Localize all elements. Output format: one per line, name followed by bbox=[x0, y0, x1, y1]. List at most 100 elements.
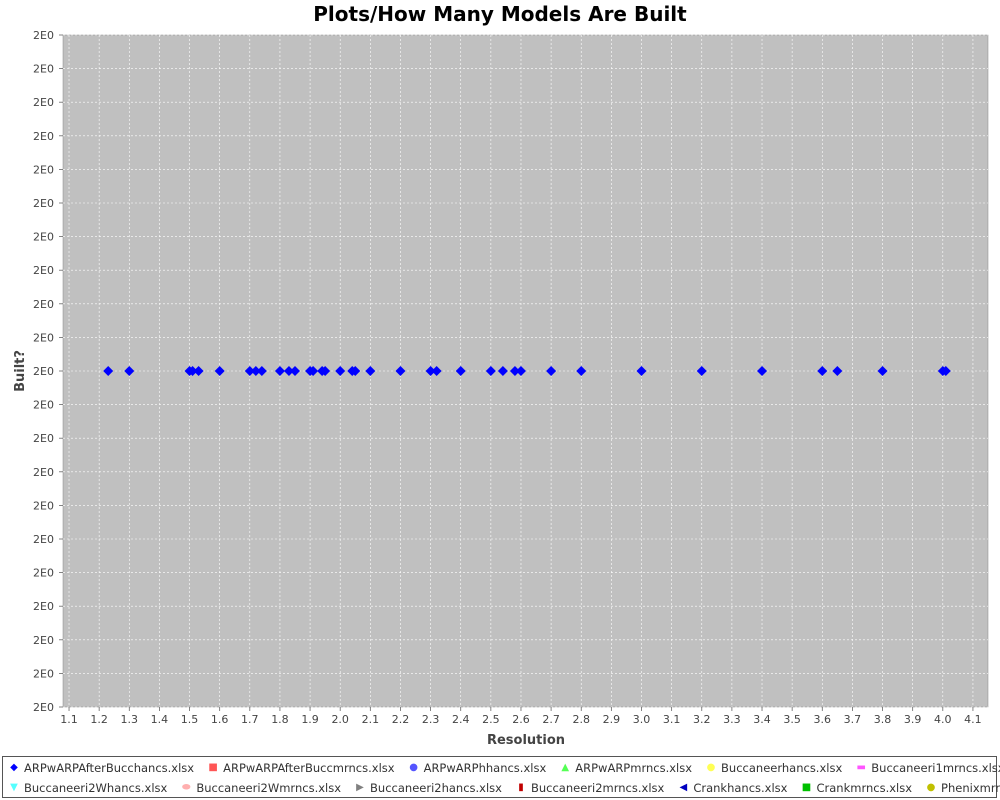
y-tick-label: 2E0 bbox=[33, 197, 54, 210]
x-tick-label: 2.6 bbox=[512, 713, 530, 726]
y-tick-label: 2E0 bbox=[33, 29, 54, 42]
y-tick-label: 2E0 bbox=[33, 264, 54, 277]
y-tick-label: 2E0 bbox=[33, 365, 54, 378]
y-tick-label: 2E0 bbox=[33, 600, 54, 613]
data-point bbox=[940, 366, 951, 376]
x-tick-label: 1.9 bbox=[301, 713, 319, 726]
data-point bbox=[817, 366, 828, 376]
y-tick-label: 2E0 bbox=[33, 667, 54, 680]
legend-row: ▼ Buccaneeri2Whancs.xlsx ⬬ Buccaneeri2Wmrnc… bbox=[3, 778, 1000, 798]
x-tick-label: 1.1 bbox=[60, 713, 78, 726]
chart-legend: ◆ ARPwARPAfterBucchancs.xlsx ■ ARPwARPAfter… bbox=[2, 756, 1000, 798]
legend-marker-icon: ▼ bbox=[10, 782, 18, 793]
x-tick-label: 2.3 bbox=[422, 713, 440, 726]
data-point bbox=[103, 366, 114, 376]
data-point bbox=[244, 366, 255, 376]
x-tick-label: 1.7 bbox=[241, 713, 259, 726]
data-point bbox=[455, 366, 466, 376]
x-tick-label: 2.4 bbox=[452, 713, 470, 726]
legend-marker-icon: ▲ bbox=[561, 762, 570, 773]
data-point bbox=[308, 366, 319, 376]
legend-item: ■ Crankmrncs.xlsx bbox=[801, 781, 912, 795]
data-points bbox=[103, 366, 951, 376]
legend-item: ● Phenixmrncs.xlsx bbox=[926, 781, 1000, 795]
data-point bbox=[350, 366, 361, 376]
data-point bbox=[546, 366, 557, 376]
x-tick-label: 1.4 bbox=[151, 713, 169, 726]
data-point bbox=[250, 366, 261, 376]
legend-label: Phenixmrncs.xlsx bbox=[941, 781, 1000, 795]
legend-item: ◀ Crankhancs.xlsx bbox=[678, 781, 787, 795]
legend-label: Buccaneerhancs.xlsx bbox=[721, 761, 843, 775]
x-tick-label: 2.9 bbox=[603, 713, 621, 726]
data-point bbox=[320, 366, 331, 376]
x-tick-label: 2.8 bbox=[572, 713, 590, 726]
legend-marker-icon: ▶ bbox=[356, 782, 364, 793]
data-point bbox=[485, 366, 496, 376]
data-point bbox=[425, 366, 436, 376]
legend-marker-icon: ◆ bbox=[10, 762, 18, 773]
y-tick-label: 2E0 bbox=[33, 533, 54, 546]
legend-label: Buccaneeri2Wmrncs.xlsx bbox=[196, 781, 342, 795]
scatter-chart: Plots/How Many Models Are Built 2E02E02E… bbox=[13, 2, 989, 748]
legend-marker-icon: ◀ bbox=[679, 782, 688, 793]
y-tick-label: 2E0 bbox=[33, 432, 54, 445]
x-tick-label: 3.6 bbox=[814, 713, 832, 726]
y-tick-label: 2E0 bbox=[33, 634, 54, 647]
legend-label: ARPwARPmrncs.xlsx bbox=[575, 761, 693, 775]
x-tick-label: 2.7 bbox=[542, 713, 560, 726]
legend-item: ▮ Buccaneeri2mrncs.xlsx bbox=[516, 781, 664, 795]
legend-label: ARPwARPAfterBucchancs.xlsx bbox=[24, 761, 195, 775]
data-point bbox=[696, 366, 707, 376]
legend-item: ◆ ARPwARPAfterBucchancs.xlsx bbox=[9, 761, 194, 775]
legend-row: ◆ ARPwARPAfterBucchancs.xlsx ■ ARPwARPAfter… bbox=[3, 758, 1000, 778]
x-tick-label: 3.1 bbox=[663, 713, 681, 726]
legend-marker-icon: ▮ bbox=[518, 782, 524, 793]
legend-label: Crankmrncs.xlsx bbox=[816, 781, 913, 795]
legend-label: ARPwARPhhancs.xlsx bbox=[423, 761, 547, 775]
legend-label: Buccaneeri1mrncs.xlsx bbox=[871, 761, 1000, 775]
data-point bbox=[636, 366, 647, 376]
x-tick-label: 3.0 bbox=[633, 713, 651, 726]
data-point bbox=[335, 366, 346, 376]
y-tick-label: 2E0 bbox=[33, 231, 54, 244]
x-tick-label: 4.0 bbox=[934, 713, 952, 726]
x-tick-label: 2.2 bbox=[392, 713, 410, 726]
data-point bbox=[256, 366, 267, 376]
data-point bbox=[274, 366, 285, 376]
data-point bbox=[509, 366, 520, 376]
x-tick-label: 1.2 bbox=[90, 713, 108, 726]
legend-marker-icon: ▬ bbox=[856, 762, 866, 773]
x-axis-label: Resolution bbox=[487, 733, 565, 748]
y-tick-label: 2E0 bbox=[33, 701, 54, 714]
legend-item: ▶ Buccaneeri2hancs.xlsx bbox=[355, 781, 502, 795]
legend-item: ■ ARPwARPAfterBuccmrncs.xlsx bbox=[208, 761, 394, 775]
x-tick-label: 1.8 bbox=[271, 713, 289, 726]
legend-item: ● ARPwARPhhancs.xlsx bbox=[409, 761, 547, 775]
y-tick-label: 2E0 bbox=[33, 466, 54, 479]
legend-label: Buccaneeri2hancs.xlsx bbox=[370, 781, 502, 795]
data-point bbox=[214, 366, 225, 376]
data-point bbox=[365, 366, 376, 376]
data-point bbox=[283, 366, 294, 376]
data-point bbox=[576, 366, 587, 376]
legend-item: ⬬ Buccaneeri2Wmrncs.xlsx bbox=[181, 781, 341, 795]
legend-item: ▬ Buccaneeri1mrncs.xlsx bbox=[856, 761, 1000, 775]
y-axis-ticks: 2E0 2E0 2E0 2E0 2E0 2E0 2E0 2E0 2E0 2E0 2E0 2E0 2E0 2… bbox=[33, 29, 63, 714]
x-tick-label: 3.7 bbox=[844, 713, 862, 726]
legend-item: ▲ ARPwARPmrncs.xlsx bbox=[560, 761, 692, 775]
y-tick-label: 2E0 bbox=[33, 298, 54, 311]
x-tick-label: 1.6 bbox=[211, 713, 229, 726]
data-point bbox=[497, 366, 508, 376]
x-tick-label: 3.2 bbox=[693, 713, 711, 726]
x-tick-label: 3.5 bbox=[783, 713, 801, 726]
legend-label: Buccaneeri2mrncs.xlsx bbox=[530, 781, 665, 795]
x-tick-label: 3.4 bbox=[753, 713, 771, 726]
legend-item: ● Buccaneerhancs.xlsx bbox=[706, 761, 843, 775]
data-point bbox=[877, 366, 888, 376]
legend-label: ARPwARPAfterBuccmrncs.xlsx bbox=[223, 761, 395, 775]
x-tick-label: 3.8 bbox=[874, 713, 892, 726]
data-point bbox=[124, 366, 135, 376]
data-point bbox=[187, 366, 198, 376]
y-tick-label: 2E0 bbox=[33, 96, 54, 109]
